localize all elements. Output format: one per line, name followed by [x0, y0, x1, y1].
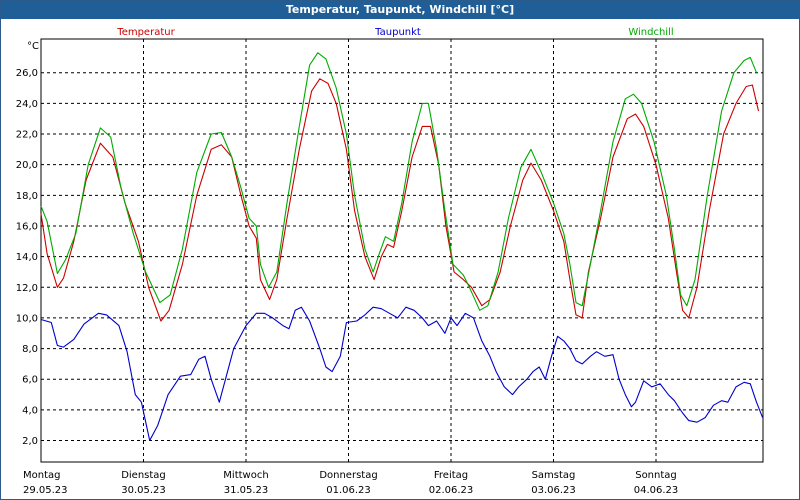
series-line-windchill [40, 52, 758, 311]
series-lines [40, 52, 764, 442]
x-tick-weekday: Donnerstag [319, 470, 377, 481]
grid-lines [41, 39, 763, 462]
y-axis-unit: °C [27, 41, 39, 52]
x-tick-weekday: Samstag [532, 470, 576, 481]
legend-temperatur: Temperatur [116, 27, 175, 38]
x-tick-date: 04.06.23 [634, 485, 679, 496]
series-line-temperatur [40, 78, 760, 322]
x-tick-weekday: Sonntag [635, 470, 677, 481]
y-tick-label: 16,0 [16, 221, 38, 232]
y-tick-label: 10,0 [16, 313, 38, 324]
y-tick-label: 24,0 [16, 99, 38, 110]
y-tick-label: 26,0 [16, 68, 38, 79]
y-tick-label: 6,0 [22, 375, 38, 386]
window-title: Temperatur, Taupunkt, Windchill [°C] [1, 1, 799, 19]
legend: Temperatur Taupunkt Windchill [116, 27, 673, 38]
y-tick-label: 22,0 [16, 130, 38, 141]
x-tick-date: 02.06.23 [429, 485, 474, 496]
x-tick-date: 31.05.23 [224, 485, 269, 496]
axis-labels: 2,0 4,0 6,0 8,0 10,0 12,0 14,0 16,0 18,0 20,0 22,0… [16, 41, 679, 496]
y-tick-label: 12,0 [16, 283, 38, 294]
legend-windchill: Windchill [628, 27, 673, 38]
series-line-taupunkt [40, 306, 764, 442]
x-tick-date: 29.05.23 [23, 485, 68, 496]
x-tick-weekday: Freitag [434, 470, 468, 481]
y-tick-label: 20,0 [16, 160, 38, 171]
y-tick-label: 2,0 [22, 436, 38, 447]
legend-taupunkt: Taupunkt [374, 27, 421, 38]
y-tick-label: 4,0 [22, 405, 38, 416]
x-tick-weekday: Dienstag [121, 470, 166, 481]
x-tick-weekday: Mittwoch [223, 470, 268, 481]
y-tick-label: 8,0 [22, 344, 38, 355]
y-tick-label: 14,0 [16, 252, 38, 263]
x-tick-date: 30.05.23 [121, 485, 166, 496]
axes [40, 38, 764, 463]
x-tick-date: 01.06.23 [326, 485, 371, 496]
x-tick-date: 03.06.23 [531, 485, 576, 496]
y-tick-label: 18,0 [16, 191, 38, 202]
x-tick-weekday: Montag [23, 470, 60, 481]
plot-frame [40, 38, 764, 463]
